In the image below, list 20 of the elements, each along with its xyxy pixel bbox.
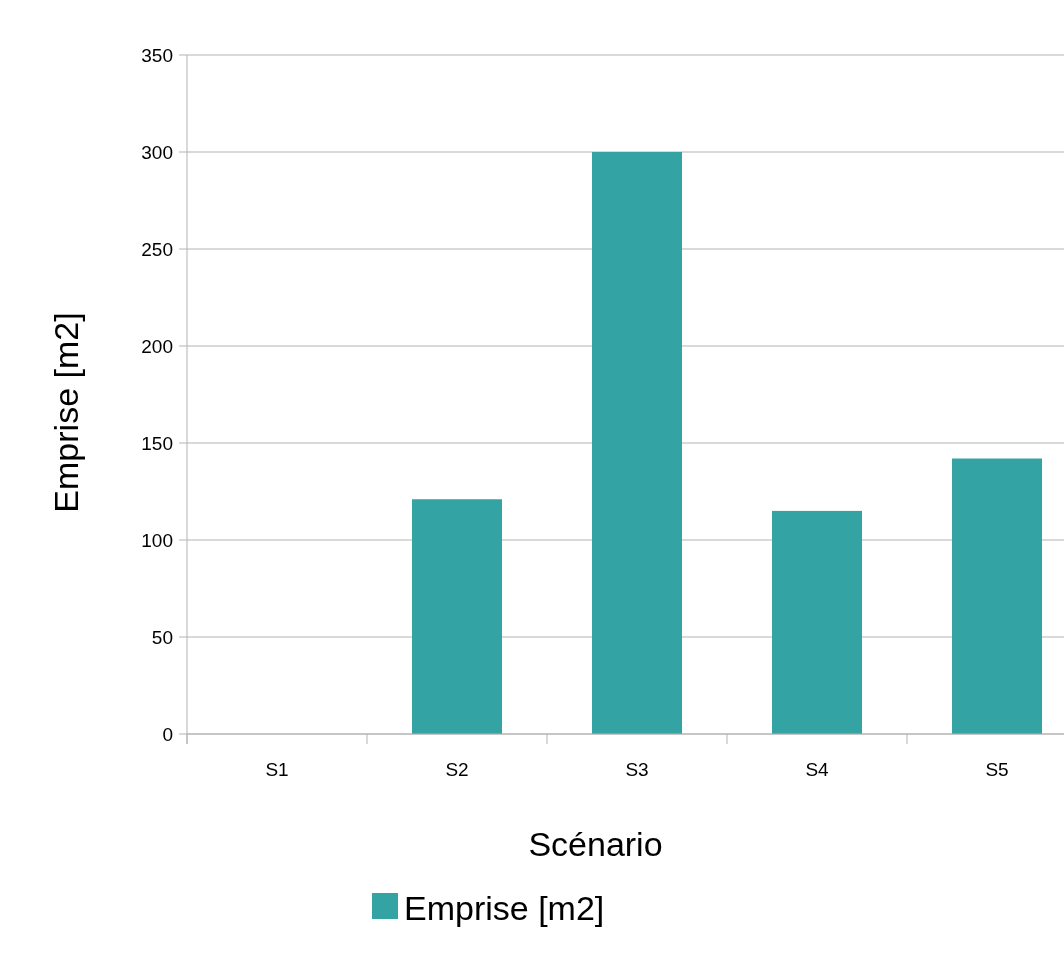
x-axis-title: Scénario bbox=[528, 825, 663, 863]
bar bbox=[412, 499, 502, 734]
y-tick-label: 50 bbox=[151, 626, 173, 648]
y-tick-label: 150 bbox=[141, 432, 173, 454]
legend-label: Emprise [m2] bbox=[404, 889, 605, 927]
y-tick-label: 200 bbox=[141, 335, 173, 357]
x-tick-label: S5 bbox=[985, 759, 1009, 780]
y-tick-label: 0 bbox=[162, 723, 173, 745]
bar bbox=[952, 458, 1042, 734]
y-tick-label: 100 bbox=[141, 529, 173, 551]
bar bbox=[772, 510, 862, 734]
x-tick-label: S3 bbox=[625, 759, 649, 780]
bar bbox=[592, 152, 682, 734]
x-tick-label: S4 bbox=[805, 759, 830, 780]
x-tick-label: S2 bbox=[445, 759, 469, 780]
y-tick-label: 350 bbox=[141, 44, 173, 66]
y-axis-title: Emprise [m2] bbox=[47, 312, 85, 513]
y-tick-label: 250 bbox=[141, 238, 173, 260]
y-tick-label: 300 bbox=[141, 141, 173, 163]
x-tick-label: S1 bbox=[265, 759, 289, 780]
